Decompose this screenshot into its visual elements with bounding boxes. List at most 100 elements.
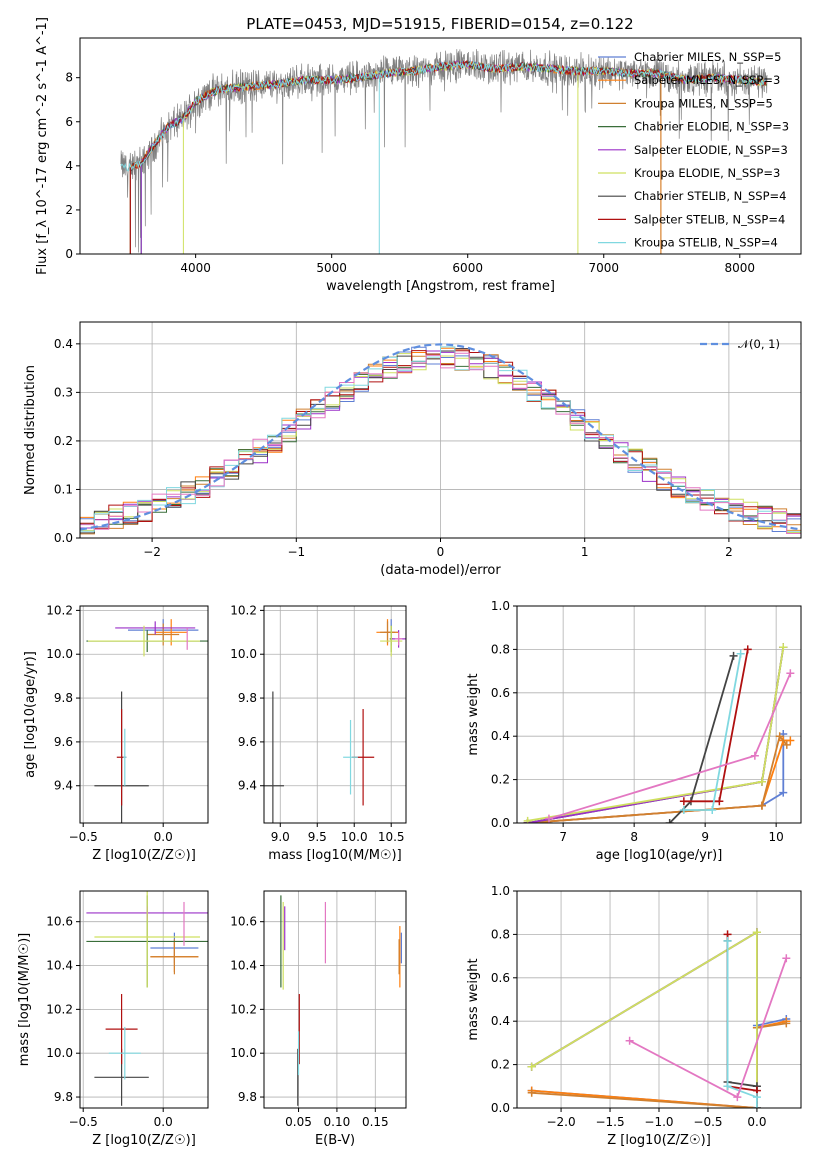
axes-frame xyxy=(516,890,802,1109)
legend-label: Salpeter MILES, N_SSP=3 xyxy=(634,73,780,87)
x-tick-label: 9 xyxy=(701,830,709,844)
x-tick-label: 9.0 xyxy=(271,830,290,844)
panel-age_vs_mass: 9.0 9.5 10.0 10.5 9.4 9.6 9.8 10.0 10.2 mass [log… xyxy=(230,603,407,863)
y-tick-label: 10.2 xyxy=(46,603,73,617)
plot-area-mass_vs_Z xyxy=(80,891,208,1108)
model-line-kroupa-stelib xyxy=(120,59,767,172)
figure-title: PLATE=0453, MJD=51915, FIBERID=0154, z=0… xyxy=(246,15,633,33)
y-tick-label: 0.4 xyxy=(491,729,510,743)
y-axis-label: mass weight xyxy=(466,958,481,1040)
y-tick-label: 0.2 xyxy=(491,773,510,787)
legend-label: Kroupa STELIB, N_SSP=4 xyxy=(634,236,778,250)
weight-marker xyxy=(723,1082,732,1091)
weight-line-salpeter-miles xyxy=(527,739,791,823)
weight-marker xyxy=(679,797,688,806)
weight-line-chabrier-miles xyxy=(527,734,785,823)
axes-frame xyxy=(263,605,407,824)
weight-marker xyxy=(729,651,738,660)
plot-area-spectrum xyxy=(120,49,768,254)
weight-marker xyxy=(743,645,752,654)
x-tick-label: −2.0 xyxy=(546,1115,575,1129)
axes-frame xyxy=(79,321,802,539)
panel-mass_vs_Z: −0.5 0.0 9.8 10.0 10.2 10.4 10.6 Z [log10(Z/Z☉)… xyxy=(17,890,209,1148)
weight-marker xyxy=(779,643,788,652)
weight-marker xyxy=(523,816,532,823)
axes-frame xyxy=(79,890,209,1109)
y-tick-label: 8 xyxy=(65,71,73,85)
y-tick-label: 0.0 xyxy=(54,531,73,545)
y-tick-label: 10.0 xyxy=(230,1046,257,1060)
y-axis-label: Flux [f_λ 10^-17 erg cm^-2 s^-1 A^-1] xyxy=(35,17,50,275)
axes-frame xyxy=(79,37,802,255)
y-tick-label: 0.4 xyxy=(54,337,73,351)
weight-marker xyxy=(786,669,795,678)
y-tick-label: 0 xyxy=(65,247,73,261)
y-tick-label: 0.1 xyxy=(54,482,73,496)
y-tick-label: 9.4 xyxy=(54,779,73,793)
y-tick-label: 10.6 xyxy=(230,915,257,929)
x-axis-label: Z [log10(Z/Z☉)] xyxy=(92,1133,196,1148)
weight-marker xyxy=(752,1093,761,1102)
y-tick-label: 10.2 xyxy=(230,603,257,617)
y-tick-label: 10.2 xyxy=(46,1002,73,1016)
weight-line-kroupa-stelib xyxy=(726,940,758,1108)
y-tick-label: 0.6 xyxy=(491,686,510,700)
weight-marker xyxy=(715,797,724,806)
y-tick-label: 9.8 xyxy=(54,691,73,705)
weight-line-kroupa-elodie xyxy=(531,930,758,1108)
plot-area-residuals xyxy=(80,322,801,538)
weight-marker xyxy=(775,732,784,741)
panel-weight_vs_age: 7 8 9 10 0.0 0.2 0.4 0.6 0.8 1.0 age [log10(age/yr… xyxy=(466,599,802,863)
legend-label: Chabrier STELIB, N_SSP=4 xyxy=(634,189,786,203)
y-tick-label: 0.4 xyxy=(491,1014,510,1028)
y-tick-label: 10.4 xyxy=(230,959,257,973)
legend-label: Chabrier ELODIE, N_SSP=3 xyxy=(634,120,789,134)
x-axis-label: mass [log10(M/M☉)] xyxy=(268,848,401,863)
plot-area-weight_vs_Z xyxy=(517,891,801,1108)
y-tick-label: 0.3 xyxy=(54,385,73,399)
axes-frame xyxy=(263,890,407,1109)
weight-marker xyxy=(736,649,745,658)
y-axis-label: mass [log10(M/M☉)] xyxy=(17,933,32,1066)
x-tick-label: −0.5 xyxy=(693,1115,722,1129)
weight-line-chabrier-stelib xyxy=(669,655,735,823)
y-tick-label: 9.8 xyxy=(238,1090,257,1104)
weight-marker xyxy=(679,805,688,814)
weight-marker xyxy=(757,777,766,786)
y-tick-label: 0.2 xyxy=(54,434,73,448)
x-tick-label: 8000 xyxy=(725,261,756,275)
y-axis-label: age [log10(age/yr)] xyxy=(23,651,38,778)
y-tick-label: 0.8 xyxy=(491,927,510,941)
panel-weight_vs_Z: −2.0 −1.5 −1.0 −0.5 0.0 0.0 0.2 0.4 0.6 0.8 1.0 Z [… xyxy=(466,884,802,1148)
x-axis-label: wavelength [Angstrom, rest frame] xyxy=(326,279,555,294)
weight-marker xyxy=(752,1104,761,1108)
weight-marker xyxy=(757,801,766,810)
weight-line-salpeter-elodie xyxy=(527,647,785,823)
x-axis-label: Z [log10(Z/Z☉)] xyxy=(92,848,196,863)
x-tick-label: 1 xyxy=(581,545,589,559)
x-tick-label: 0.0 xyxy=(154,830,173,844)
x-axis-label: E(B-V) xyxy=(315,1133,355,1148)
x-tick-label: −1.5 xyxy=(595,1115,624,1129)
panel-spectrum: 4000 5000 6000 7000 8000 0 2 4 6 8 wavelength [Ang… xyxy=(35,17,802,294)
x-tick-label: 4000 xyxy=(180,261,211,275)
weight-marker xyxy=(786,736,795,745)
weight-marker xyxy=(782,1019,791,1028)
x-tick-label: −1 xyxy=(287,545,305,559)
weight-line-chabrier-elodie xyxy=(531,930,758,1108)
x-tick-label: 5000 xyxy=(316,261,347,275)
x-tick-label: 0.05 xyxy=(285,1115,312,1129)
weight-marker xyxy=(527,1062,536,1071)
y-tick-label: 4 xyxy=(65,159,73,173)
panel-age_vs_Z: −0.5 0.0 9.4 9.6 9.8 10.0 10.2 Z [log10(Z/Z☉)] a… xyxy=(23,603,209,863)
y-tick-label: 2 xyxy=(65,203,73,217)
y-tick-label: 10.4 xyxy=(46,959,73,973)
weight-marker xyxy=(625,1036,634,1045)
legend-label: Kroupa ELODIE, N_SSP=3 xyxy=(634,166,780,180)
weight-marker xyxy=(782,740,791,749)
plot-area-mass_vs_EBV xyxy=(264,891,406,1108)
gauss-curve xyxy=(80,343,801,531)
panel-residuals: −2 −1 0 1 2 0.0 0.1 0.2 0.3 0.4 (data-model)/error… xyxy=(23,321,802,578)
x-tick-label: −2 xyxy=(143,545,161,559)
